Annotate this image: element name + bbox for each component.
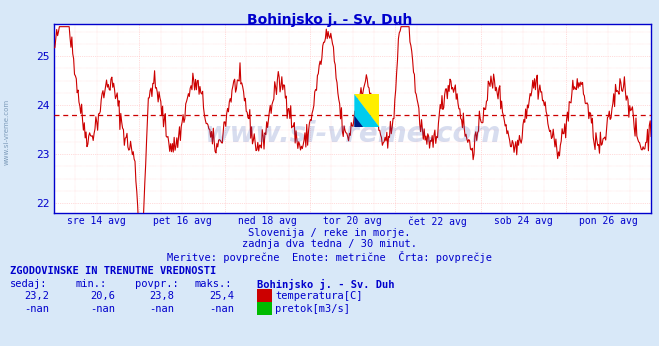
Text: www.si-vreme.com: www.si-vreme.com	[3, 98, 9, 165]
Text: ZGODOVINSKE IN TRENUTNE VREDNOSTI: ZGODOVINSKE IN TRENUTNE VREDNOSTI	[10, 266, 216, 276]
Text: Bohinjsko j. - Sv. Duh: Bohinjsko j. - Sv. Duh	[257, 279, 395, 290]
Text: temperatura[C]: temperatura[C]	[275, 291, 363, 301]
Text: 25,4: 25,4	[209, 291, 234, 301]
Text: Bohinjsko j. - Sv. Duh: Bohinjsko j. - Sv. Duh	[247, 13, 412, 27]
Text: -nan: -nan	[24, 304, 49, 315]
Text: 20,6: 20,6	[90, 291, 115, 301]
Text: -nan: -nan	[209, 304, 234, 315]
Text: sedaj:: sedaj:	[10, 279, 47, 289]
Text: 23,8: 23,8	[150, 291, 175, 301]
Text: www.si-vreme.com: www.si-vreme.com	[204, 120, 501, 148]
Text: 23,2: 23,2	[24, 291, 49, 301]
Text: pon 26 avg: pon 26 avg	[579, 216, 638, 226]
Text: pretok[m3/s]: pretok[m3/s]	[275, 304, 351, 315]
Text: pet 16 avg: pet 16 avg	[153, 216, 212, 226]
Text: tor 20 avg: tor 20 avg	[323, 216, 382, 226]
Text: zadnja dva tedna / 30 minut.: zadnja dva tedna / 30 minut.	[242, 239, 417, 249]
Text: Slovenija / reke in morje.: Slovenija / reke in morje.	[248, 228, 411, 238]
Polygon shape	[355, 116, 363, 127]
Text: -nan: -nan	[90, 304, 115, 315]
Text: maks.:: maks.:	[194, 279, 232, 289]
Text: Meritve: povprečne  Enote: metrične  Črta: povprečje: Meritve: povprečne Enote: metrične Črta:…	[167, 251, 492, 263]
Text: sre 14 avg: sre 14 avg	[67, 216, 126, 226]
Text: povpr.:: povpr.:	[135, 279, 179, 289]
Polygon shape	[355, 94, 380, 127]
Text: -nan: -nan	[150, 304, 175, 315]
Text: čet 22 avg: čet 22 avg	[409, 216, 467, 227]
Text: ned 18 avg: ned 18 avg	[238, 216, 297, 226]
Text: sob 24 avg: sob 24 avg	[494, 216, 552, 226]
Text: min.:: min.:	[76, 279, 107, 289]
Polygon shape	[355, 94, 380, 127]
